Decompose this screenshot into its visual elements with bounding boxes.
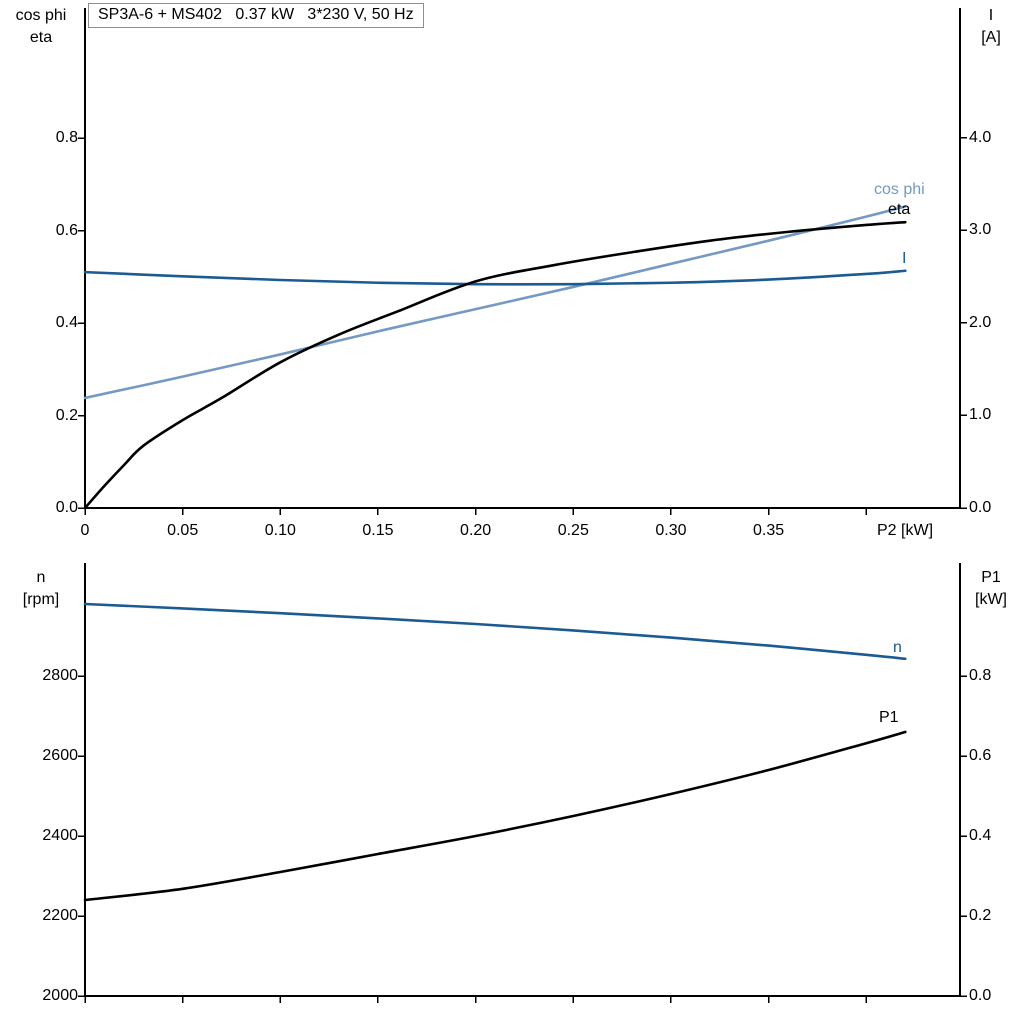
ytick-right-label: 4.0 xyxy=(969,128,992,146)
axis-title-speed: n xyxy=(36,569,46,586)
ytick-right-label: 0.6 xyxy=(969,747,992,764)
curve-current xyxy=(83,269,907,286)
ytick-left-label: 0.2 xyxy=(55,406,78,424)
curve-speed xyxy=(83,602,907,661)
axis-title-speed-unit: [rpm] xyxy=(22,591,60,608)
ytick-left-label: 2600 xyxy=(42,747,78,764)
axis-title-eta: eta xyxy=(29,29,53,46)
ytick-left-label: 0.8 xyxy=(55,129,78,146)
curve-label-cos-phi: cos phi xyxy=(874,181,925,198)
ytick-left-label: 2000 xyxy=(42,987,78,1004)
xtick-label: 0.05 xyxy=(167,522,199,539)
axis-title-cos-phi: cos phi xyxy=(15,7,67,24)
ytick-right-label: 0.0 xyxy=(969,987,992,1004)
ytick-left-label: 2200 xyxy=(42,907,78,924)
ytick-right-label: 1.0 xyxy=(969,406,992,424)
chart-title: SP3A-6 + MS402 0.37 kW 3*230 V, 50 Hz xyxy=(98,6,414,23)
ytick-right-label: 3.0 xyxy=(969,221,992,239)
bottom-right-axis-title: P1 [kW] xyxy=(962,567,1020,611)
top-right-axis-title: I [A] xyxy=(962,5,1020,49)
axis-title-p1: P1 xyxy=(981,569,1001,586)
ytick-right-label: 0.8 xyxy=(969,667,992,684)
ytick-right-label: 0.0 xyxy=(969,499,992,516)
ytick-right-label: 0.2 xyxy=(969,907,992,924)
ytick-left-label: 2400 xyxy=(42,827,78,844)
xtick-label: 0.10 xyxy=(264,522,296,539)
ytick-left-label: 0.4 xyxy=(55,314,78,331)
curve-cos_phi xyxy=(83,205,907,400)
xtick-label: 0 xyxy=(80,522,90,539)
xtick-label: 0.35 xyxy=(753,522,785,539)
xtick-label: 0.25 xyxy=(557,522,589,539)
curve-label-speed: n xyxy=(893,639,902,656)
chart-title-box: SP3A-6 + MS402 0.37 kW 3*230 V, 50 Hz xyxy=(88,3,424,28)
bottom-left-axis-title: n [rpm] xyxy=(0,567,82,611)
x-axis-title: P2 [kW] xyxy=(877,522,934,539)
curve-eta xyxy=(83,220,907,510)
axis-title-current: I xyxy=(988,7,994,24)
ytick-right-label: 0.4 xyxy=(969,827,992,844)
ytick-left-label: 2800 xyxy=(42,667,78,684)
ytick-right-label: 2.0 xyxy=(969,313,992,331)
ytick-left-label: 0.0 xyxy=(55,499,78,516)
axis-title-current-unit: [A] xyxy=(981,29,1001,46)
ytick-left-label: 0.6 xyxy=(55,221,78,239)
curve-label-p1: P1 xyxy=(879,709,899,726)
curve-label-eta: eta xyxy=(888,201,911,218)
xtick-label: 0.20 xyxy=(460,522,492,539)
axis-title-p1-unit: [kW] xyxy=(975,591,1007,608)
xtick-label: 0.15 xyxy=(362,522,394,539)
xtick-label: 0.30 xyxy=(655,522,687,539)
curve-P1 xyxy=(83,730,907,902)
top-left-axis-title: cos phi eta xyxy=(0,5,82,49)
curve-label-current: I xyxy=(902,250,907,267)
